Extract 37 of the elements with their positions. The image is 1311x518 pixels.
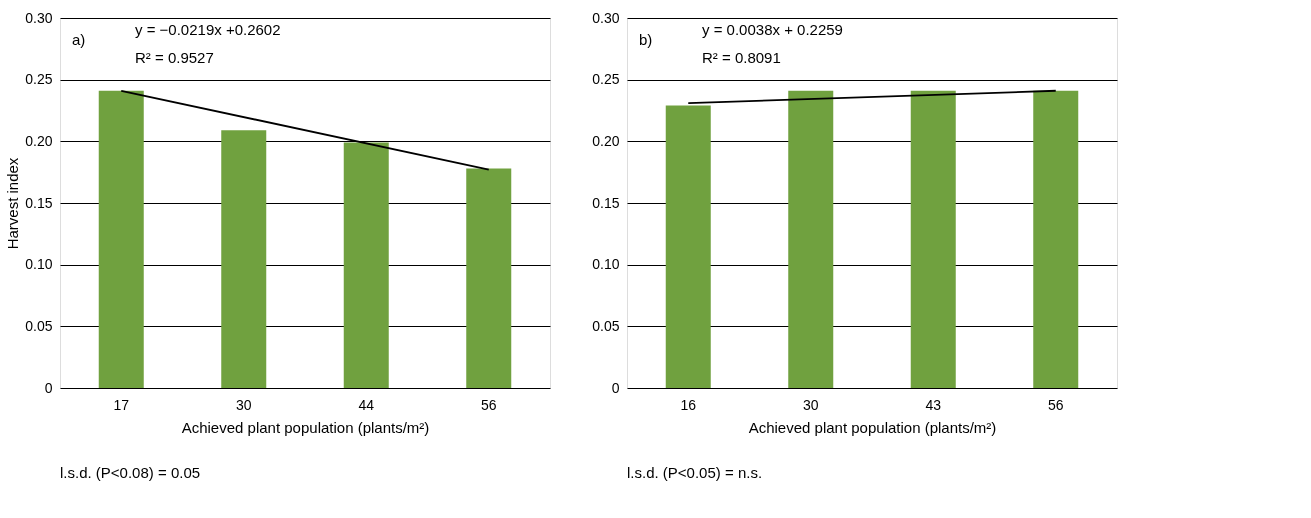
y-tick-label: 0.20 [25,132,53,149]
annotation: a) [72,31,86,48]
y-tick-label: 0.15 [592,194,620,211]
y-tick-label: 0.20 [592,132,620,149]
x-tick-label: 30 [235,396,252,413]
y-axis-title: Harvest index [4,157,22,250]
x-tick-label: 43 [925,396,942,413]
annotation: y = −0.0219x +0.2602 [135,21,281,38]
x-tick-label: 17 [113,396,130,413]
y-tick-label: 0.15 [25,194,53,211]
y-tick-label: 0.05 [25,317,53,334]
y-tick-label: 0.30 [25,9,53,26]
text: l.s.d. (P<0.08) = 0.05 [60,464,201,481]
text: l.s.d. (P<0.05) = n.s. [627,464,763,481]
bar [98,90,144,388]
annotation: b) [639,31,653,48]
y-tick-label: 0.05 [592,317,620,334]
y-tick-label: 0.25 [592,71,620,88]
x-axis-title: Achieved plant population (plants/m²) [181,418,430,436]
annotation: R² = 0.8091 [702,49,781,66]
y-tick-label: 0.10 [592,256,620,273]
x-tick-label: 44 [358,396,375,413]
x-axis-title: Achieved plant population (plants/m²) [748,418,997,436]
y-tick-label: 0.25 [25,71,53,88]
y-tick-label: 0.10 [25,256,53,273]
x-tick-label: 16 [680,396,697,413]
y-tick-label: 0 [611,379,620,396]
y-tick-label: 0.30 [592,9,620,26]
x-tick-label: 56 [1047,396,1064,413]
bar [343,142,389,388]
annotation: y = 0.0038x + 0.2259 [702,21,843,38]
x-tick-label: 30 [802,396,819,413]
y-tick-label: 0 [44,379,53,396]
x-tick-label: 56 [480,396,497,413]
annotation: R² = 0.9527 [135,49,214,66]
bar [221,130,267,388]
bar [466,168,512,388]
